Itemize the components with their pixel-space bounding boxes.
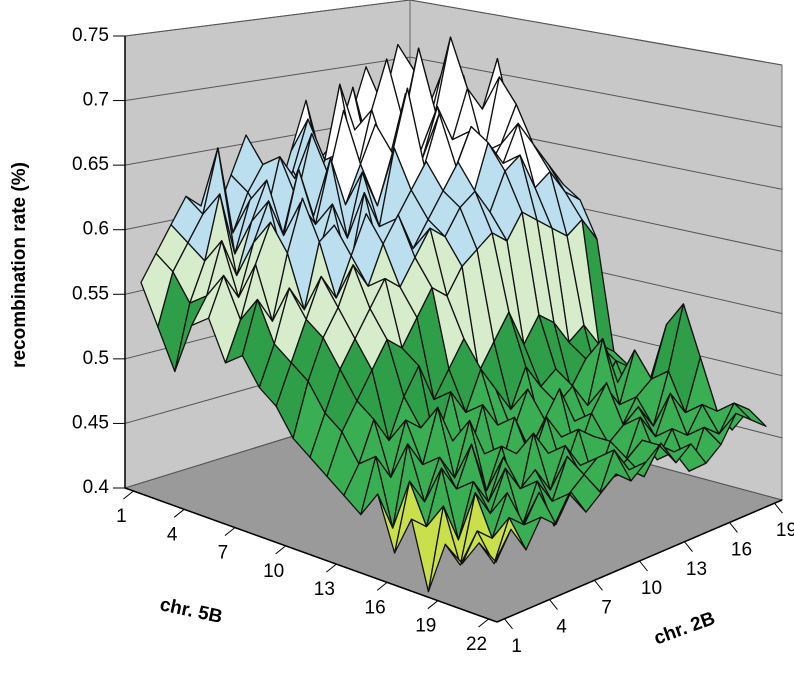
y-tick-label: 16 [731,539,752,560]
z-tick-label: 0.75 [72,25,109,46]
y-axis-title: chr. 2B [651,608,718,649]
y-tick [684,541,693,553]
x-tick-label: 22 [466,634,487,655]
x-tick-label: 19 [415,616,436,637]
x-tick-label: 16 [365,597,386,618]
x-tick-label: 1 [116,506,127,527]
x-tick [478,618,489,628]
x-tick [275,545,286,555]
y-tick-label: 19 [776,520,794,541]
z-tick-label: 0.7 [83,90,109,111]
y-tick [639,560,648,572]
x-tick [173,508,185,518]
y-tick-label: 7 [601,597,612,618]
x-tick-label: 13 [314,579,335,600]
z-tick-label: 0.55 [72,283,109,304]
x-axis-title: chr. 5B [158,594,224,628]
y-tick [504,618,513,630]
z-axis-title: recombination rate (%) [9,162,30,368]
x-axis [124,487,498,623]
z-tick-label: 0.5 [83,348,109,369]
y-tick [729,522,738,533]
z-tick-label: 0.4 [83,477,110,498]
y-tick [774,502,783,514]
x-tick [427,600,439,610]
x-tick-label: 10 [263,561,284,582]
x-tick [224,527,236,536]
y-tick [594,579,603,591]
z-tick-label: 0.45 [72,412,109,433]
x-tick-label: 4 [167,524,178,545]
z-tick-label: 0.65 [72,154,109,175]
surface-patch [478,528,512,565]
y-tick-label: 10 [641,578,662,599]
grid-line [124,0,783,66]
x-tick [123,490,134,500]
x-tick [376,582,388,591]
y-tick-label: 1 [511,636,522,657]
grid-line [124,56,783,128]
z-tick-label: 0.6 [83,219,109,240]
x-tick [326,563,337,573]
x-tick-label: 7 [218,543,229,564]
y-tick [549,599,558,610]
y-tick-label: 4 [556,617,567,638]
y-tick-label: 13 [686,559,707,580]
